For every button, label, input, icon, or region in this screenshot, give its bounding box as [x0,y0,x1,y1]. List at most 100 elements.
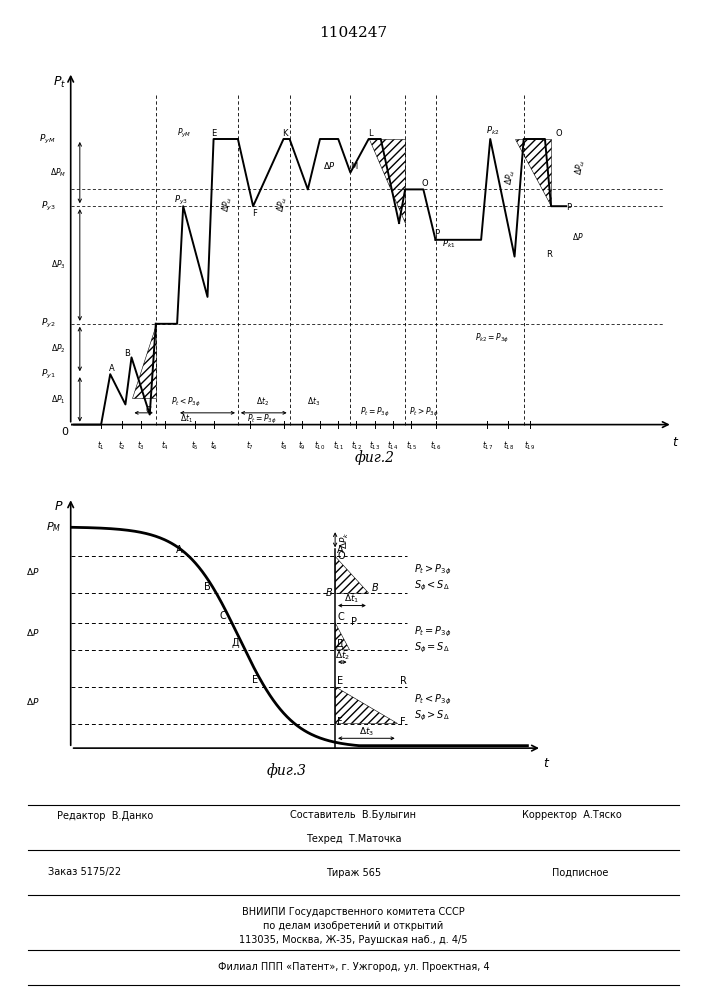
Text: $S_{\phi} < S_{\Delta}$: $S_{\phi} < S_{\Delta}$ [414,579,450,593]
Text: $\Delta P_{\omega}$: $\Delta P_{\omega}$ [573,158,588,176]
Text: $\Delta P_3$: $\Delta P_3$ [52,259,66,271]
Text: C: C [145,406,151,415]
Text: $B$: $B$ [325,586,333,598]
Text: C: C [220,611,226,621]
Text: $\Delta P$: $\Delta P$ [26,627,40,638]
Polygon shape [132,324,156,398]
Text: $P_t$: $P_t$ [53,75,66,90]
Text: $\Delta P_{\omega}$: $\Delta P_{\omega}$ [274,195,289,213]
Polygon shape [335,687,397,724]
Text: K: K [282,129,288,138]
Text: $\Delta t_1$: $\Delta t_1$ [180,412,193,425]
Text: по делам изобретений и открытий: по делам изобретений и открытий [264,921,443,931]
Text: 113035, Москва, Ж-35, Раушская наб., д. 4/5: 113035, Москва, Ж-35, Раушская наб., д. … [239,935,468,945]
Text: $t_{17}$: $t_{17}$ [481,440,493,452]
Polygon shape [335,623,349,650]
Text: $P_{y2}$: $P_{y2}$ [41,317,56,330]
Text: $P_M$: $P_M$ [46,520,61,534]
Text: $\Delta P_{\omega}$: $\Delta P_{\omega}$ [220,195,235,213]
Text: $P_{y3}$: $P_{y3}$ [174,194,188,207]
Text: Подписное: Подписное [551,867,608,878]
Text: $t_{18}$: $t_{18}$ [503,440,514,452]
Text: фиг.3: фиг.3 [267,763,307,778]
Polygon shape [335,556,369,593]
Text: $P_{k2}$: $P_{k2}$ [486,125,500,137]
Text: $t_7$: $t_7$ [246,440,254,452]
Text: R: R [400,676,407,686]
Text: $S_{\phi} = S_{\Delta}$: $S_{\phi} = S_{\Delta}$ [414,640,450,655]
Text: Составитель  В.Булыгин: Составитель В.Булыгин [291,810,416,820]
Text: M: M [350,162,357,171]
Text: Филиал ППП «Патент», г. Ужгород, ул. Проектная, 4: Филиал ППП «Патент», г. Ужгород, ул. Про… [218,962,489,972]
Text: $\Delta P_{\omega}$: $\Delta P_{\omega}$ [503,168,518,186]
Text: $\Delta P_1$: $\Delta P_1$ [52,393,66,406]
Text: $P_{y1}$: $P_{y1}$ [41,368,56,381]
Text: 1104247: 1104247 [320,26,387,40]
Text: $P_t < P_{3\phi}$: $P_t < P_{3\phi}$ [171,396,201,409]
Text: P: P [351,617,358,627]
Text: $\Delta P$: $\Delta P$ [573,231,584,242]
Text: фиг.2: фиг.2 [355,450,395,465]
Text: $t_{16}$: $t_{16}$ [430,440,441,452]
Text: A: A [176,545,183,555]
Text: A: A [109,364,115,373]
Text: $t_{15}$: $t_{15}$ [406,440,417,452]
Text: B: B [204,582,210,592]
Text: $t_3$: $t_3$ [136,440,145,452]
Text: $t_8$: $t_8$ [279,440,288,452]
Text: Техред  Т.Маточка: Техред Т.Маточка [305,834,402,844]
Text: $t_{12}$: $t_{12}$ [351,440,362,452]
Text: Заказ 5175/22: Заказ 5175/22 [48,867,122,878]
Text: B: B [124,349,130,358]
Polygon shape [515,139,551,206]
Text: $t_{13}$: $t_{13}$ [369,440,380,452]
Text: O: O [421,179,428,188]
Text: $P_{k2} = P_{3\phi}$: $P_{k2} = P_{3\phi}$ [475,332,509,345]
Polygon shape [368,139,405,223]
Text: L: L [368,129,373,138]
Text: Д: Д [231,638,239,648]
Text: F: F [337,717,343,727]
Text: $t_4$: $t_4$ [161,440,169,452]
Text: $\Delta P_M$: $\Delta P_M$ [49,166,66,179]
Text: $P_t = P_{3\phi}$: $P_t = P_{3\phi}$ [360,406,390,419]
Text: Корректор  А.Тяско: Корректор А.Тяско [522,810,622,820]
Text: $\Delta P$: $\Delta P$ [26,696,40,707]
Text: $\Delta P$: $\Delta P$ [26,566,40,577]
Text: $\Delta P_k$: $\Delta P_k$ [339,531,351,549]
Text: ВНИИПИ Государственного комитета СССР: ВНИИПИ Государственного комитета СССР [242,907,465,917]
Text: $t_6$: $t_6$ [209,440,218,452]
Text: $\Delta t_2$: $\Delta t_2$ [256,395,269,408]
Text: $\Delta P_2$: $\Delta P_2$ [52,343,66,355]
Text: A: A [337,545,344,555]
Text: $t$: $t$ [672,436,679,449]
Text: P: P [435,229,440,238]
Text: $S_{\phi} > S_{\Delta}$: $S_{\phi} > S_{\Delta}$ [414,709,450,723]
Text: $\Delta P$: $\Delta P$ [322,160,336,171]
Text: F: F [252,209,257,218]
Text: $\Delta t_3$: $\Delta t_3$ [308,395,320,408]
Text: $P_{y3}$: $P_{y3}$ [41,200,56,213]
Text: $P_t > P_{3\phi}$: $P_t > P_{3\phi}$ [414,563,452,577]
Text: $P_{yM}$: $P_{yM}$ [177,127,192,140]
Text: $\Delta t_1$: $\Delta t_1$ [344,593,360,605]
Text: E: E [337,676,343,686]
Text: $t_9$: $t_9$ [298,440,305,452]
Text: $B$: $B$ [371,581,379,593]
Text: $t_2$: $t_2$ [119,440,127,452]
Text: $t_5$: $t_5$ [192,440,199,452]
Text: 0: 0 [62,427,69,437]
Text: $t$: $t$ [543,757,550,770]
Text: F: F [400,717,406,727]
Text: $P_{yM}$: $P_{yM}$ [39,132,56,146]
Text: E: E [252,675,258,685]
Text: Д: Д [335,639,343,649]
Text: $P_t < P_{3\phi}$: $P_t < P_{3\phi}$ [414,693,452,707]
Text: $t_{14}$: $t_{14}$ [387,440,399,452]
Text: $\Delta t_3$: $\Delta t_3$ [358,726,374,738]
Text: Тираж 565: Тираж 565 [326,867,381,878]
Text: P: P [566,203,571,212]
Text: $P_{k1}$: $P_{k1}$ [442,238,455,250]
Text: O: O [556,129,562,138]
Text: $P$: $P$ [54,500,64,513]
